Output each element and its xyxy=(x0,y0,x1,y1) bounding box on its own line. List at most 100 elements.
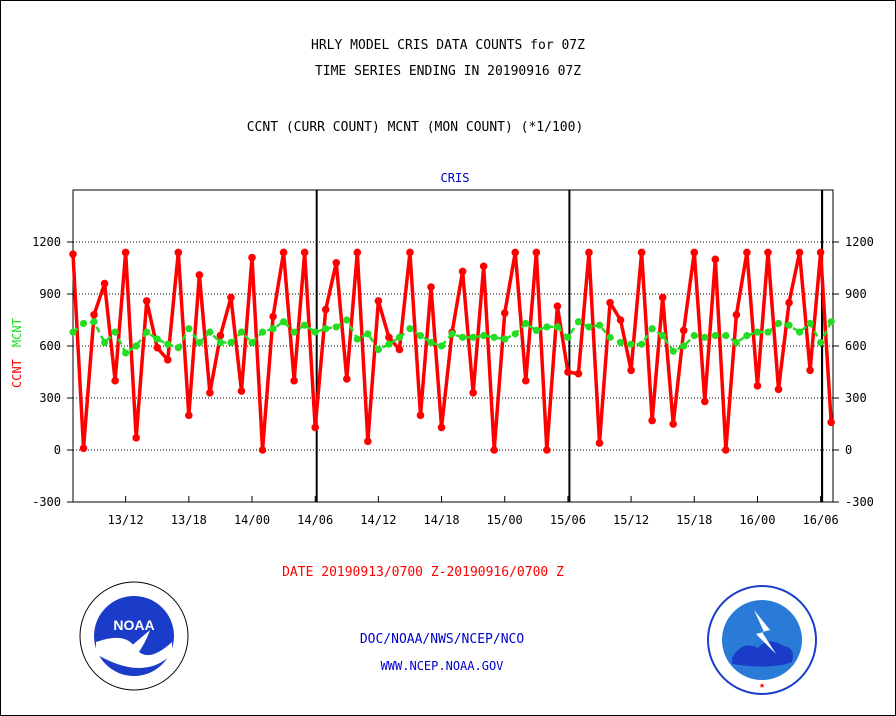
data-point-mcnt xyxy=(753,328,762,336)
data-point-ccnt xyxy=(416,411,425,420)
y-axis-label-ccnt: CCNT xyxy=(10,359,24,388)
instrument-label: CRIS xyxy=(440,171,470,185)
series-legend-line: CCNT (CURR COUNT) MCNT (MON COUNT) (*1/1… xyxy=(246,120,584,135)
data-point-mcnt xyxy=(795,328,804,336)
data-point-ccnt xyxy=(637,248,646,257)
y-tick-label-left: 0 xyxy=(54,443,61,457)
data-point-mcnt xyxy=(332,323,340,331)
data-point-ccnt xyxy=(206,389,214,397)
data-point-mcnt xyxy=(774,319,783,328)
data-point-mcnt xyxy=(764,328,772,336)
y-tick-label-right: 900 xyxy=(845,287,867,301)
data-point-ccnt xyxy=(90,311,98,319)
data-point-ccnt xyxy=(606,298,614,307)
x-tick-label: 14/06 xyxy=(297,513,333,527)
data-point-ccnt xyxy=(342,375,351,383)
data-point-ccnt xyxy=(290,376,298,385)
data-point-mcnt xyxy=(353,335,361,343)
data-point-mcnt xyxy=(153,335,161,343)
data-point-ccnt xyxy=(174,248,183,257)
data-point-ccnt xyxy=(774,385,783,394)
data-point-ccnt xyxy=(353,248,362,257)
date-range-label: DATE 20190913/0700 Z-20190916/0700 Z xyxy=(282,565,564,580)
data-point-ccnt xyxy=(690,248,699,257)
data-point-mcnt xyxy=(711,332,719,340)
credit-url[interactable]: WWW.NCEP.NOAA.GOV xyxy=(380,659,504,673)
data-point-mcnt xyxy=(427,338,435,347)
data-point-mcnt xyxy=(280,318,288,326)
data-point-mcnt xyxy=(143,328,151,336)
data-point-mcnt xyxy=(122,349,130,357)
data-point-mcnt xyxy=(669,347,677,355)
data-point-ccnt xyxy=(511,248,520,257)
data-point-ccnt xyxy=(237,387,246,395)
data-point-ccnt xyxy=(827,418,835,427)
data-point-ccnt xyxy=(163,356,172,364)
data-point-mcnt xyxy=(606,333,614,341)
data-point-mcnt xyxy=(806,319,814,328)
data-point-mcnt xyxy=(564,333,572,341)
y-tick-label-right: 600 xyxy=(845,339,867,353)
data-point-mcnt xyxy=(248,338,256,347)
x-tick-label: 16/00 xyxy=(739,513,775,527)
series-line-ccnt xyxy=(71,250,833,452)
data-point-ccnt xyxy=(311,423,319,432)
y-tick-label-right: -300 xyxy=(845,495,874,509)
data-point-mcnt xyxy=(638,340,646,348)
data-point-mcnt xyxy=(574,318,583,326)
data-point-mcnt xyxy=(448,330,456,338)
data-point-mcnt xyxy=(174,344,182,352)
data-point-mcnt xyxy=(395,333,404,341)
data-point-mcnt xyxy=(269,325,277,333)
data-point-mcnt xyxy=(406,325,414,333)
y-tick-label-right: 300 xyxy=(845,391,867,405)
data-point-ccnt xyxy=(111,376,119,385)
data-point-mcnt xyxy=(469,333,477,341)
data-point-ccnt xyxy=(574,369,583,378)
y-axis-label-mcnt: MCNT xyxy=(10,318,24,347)
data-point-mcnt xyxy=(511,330,519,338)
data-point-mcnt xyxy=(732,338,740,347)
data-point-ccnt xyxy=(806,366,814,375)
data-point-mcnt xyxy=(522,319,530,328)
data-point-ccnt xyxy=(100,279,109,288)
data-point-ccnt xyxy=(627,366,635,375)
data-point-ccnt xyxy=(648,416,656,425)
x-tick-label: 14/00 xyxy=(234,513,270,527)
data-point-ccnt xyxy=(364,437,372,446)
data-point-ccnt xyxy=(321,305,330,314)
data-point-ccnt xyxy=(564,368,572,376)
data-point-mcnt xyxy=(227,338,235,347)
data-point-mcnt xyxy=(627,340,635,348)
x-tick-label: 15/06 xyxy=(550,513,586,527)
data-point-mcnt xyxy=(827,318,835,326)
x-tick-label: 13/12 xyxy=(108,513,144,527)
data-point-mcnt xyxy=(216,338,225,347)
data-point-ccnt xyxy=(374,297,383,305)
data-point-mcnt xyxy=(701,333,709,341)
data-point-ccnt xyxy=(785,298,793,307)
x-tick-label: 13/18 xyxy=(171,513,207,527)
data-point-ccnt xyxy=(669,420,678,428)
y-tick-label-right: 1200 xyxy=(845,235,874,249)
data-point-mcnt xyxy=(722,332,730,340)
data-point-ccnt xyxy=(595,439,604,447)
data-point-mcnt xyxy=(301,321,309,329)
data-point-mcnt xyxy=(543,323,551,331)
data-point-ccnt xyxy=(469,389,477,397)
data-point-mcnt xyxy=(79,319,88,328)
data-point-ccnt xyxy=(732,311,741,319)
data-point-ccnt xyxy=(69,250,77,258)
data-point-mcnt xyxy=(69,328,77,336)
data-point-mcnt xyxy=(385,340,393,348)
data-point-ccnt xyxy=(743,248,751,257)
data-point-mcnt xyxy=(364,330,372,338)
data-point-ccnt xyxy=(764,248,772,257)
data-point-mcnt xyxy=(616,338,625,347)
chart-subtitle-time: TIME SERIES ENDING IN 20190916 07Z xyxy=(314,64,582,79)
data-point-ccnt xyxy=(142,297,151,305)
data-point-mcnt xyxy=(258,328,267,336)
x-tick-label: 14/12 xyxy=(360,513,396,527)
data-point-ccnt xyxy=(406,248,414,257)
